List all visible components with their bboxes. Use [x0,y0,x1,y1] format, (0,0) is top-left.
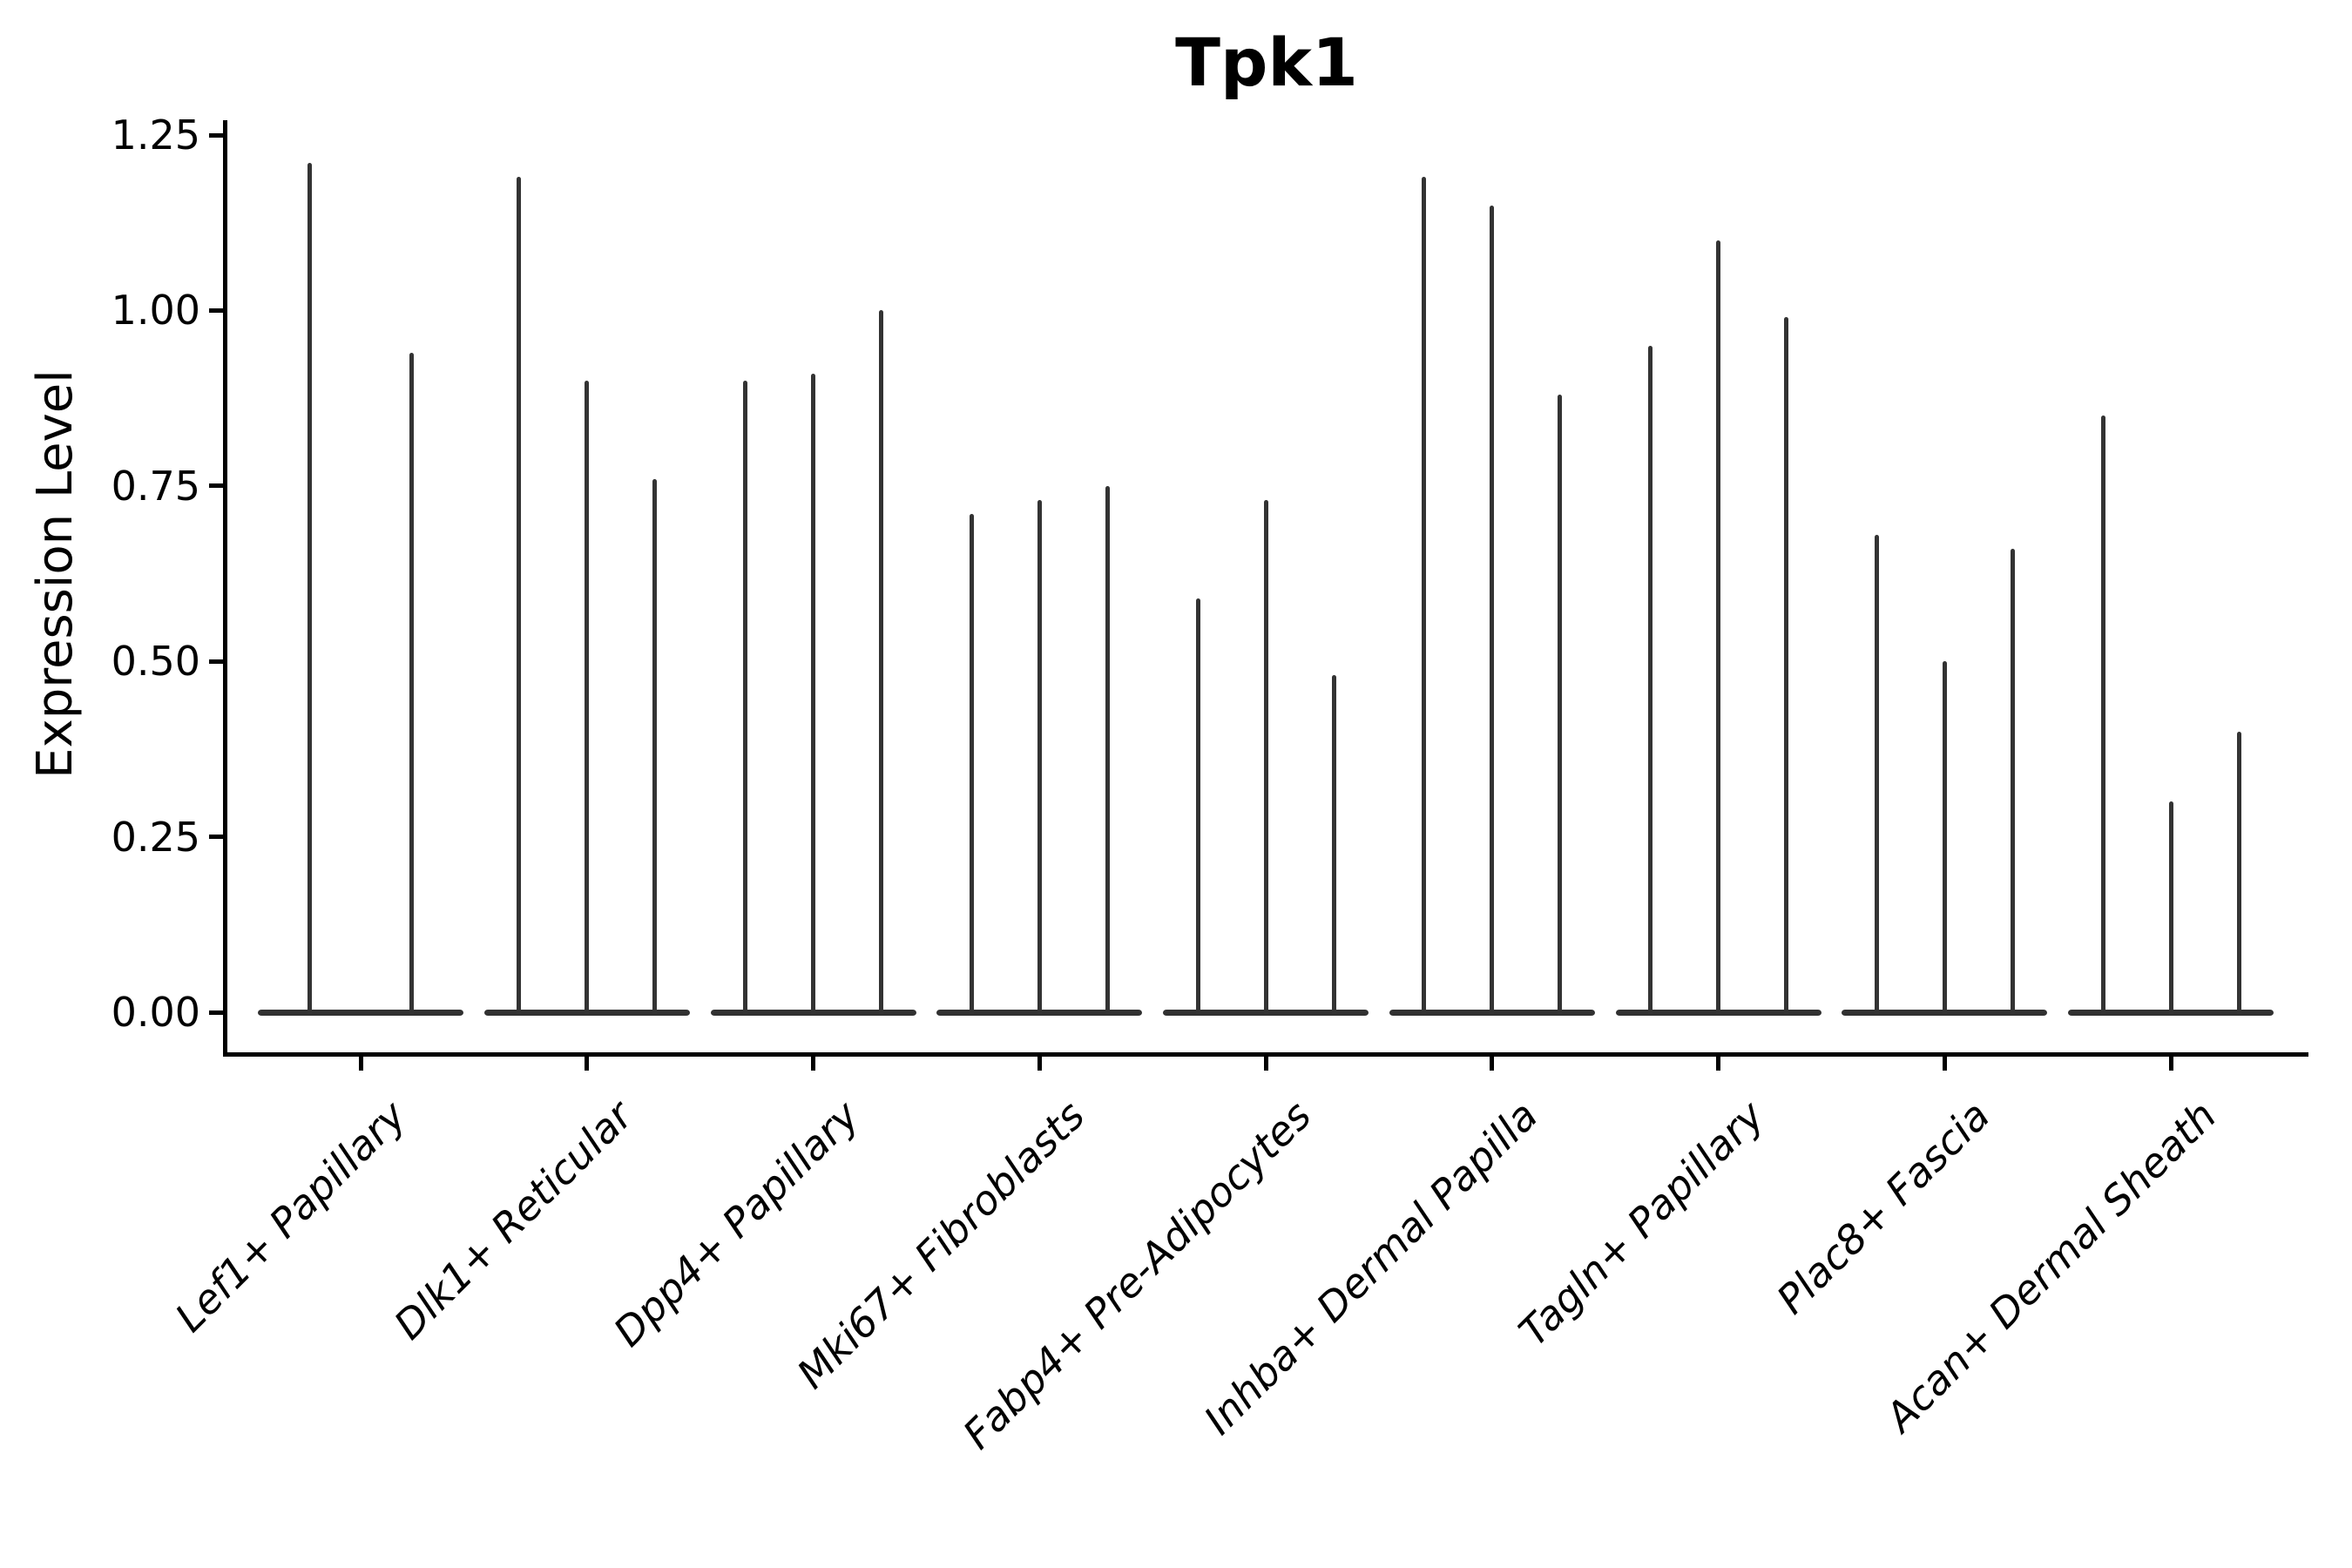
violin-spike [1263,499,1268,1014]
violin-spike [743,380,747,1014]
violin-spike [2010,549,2015,1014]
x-tick [1037,1056,1042,1071]
x-tick [811,1056,815,1071]
x-tick [1263,1056,1268,1071]
violin-spike [2236,731,2241,1014]
x-tick-label: Fabp4+ Pre-Adipocytes [954,1092,1321,1458]
violin-spike [1037,499,1042,1014]
x-axis-line [222,1051,2308,1057]
x-tick [585,1056,590,1071]
violin-spike [517,177,522,1014]
y-tick-label: 1.25 [111,112,200,159]
violin-spike [969,514,974,1014]
x-tick-label: Mki67+ Fibroblasts [787,1092,1094,1398]
y-tick [208,483,223,489]
chart-title: Tpk1 [1175,24,1358,101]
violin-spike [1195,598,1200,1014]
violin-spike [585,380,590,1014]
violin-spike [2168,801,2173,1014]
violin-spike [1942,661,1947,1014]
y-tick [208,1010,223,1015]
x-tick-label: Lef1+ Papillary [166,1092,416,1342]
violin-spike [1331,675,1336,1014]
violin-spike [811,373,815,1014]
x-tick-label: Dlk1+ Reticular [384,1092,642,1348]
violin-spike [2100,416,2105,1014]
violin-spike [652,478,658,1014]
x-tick-label: Tagln+ Papillary [1509,1092,1773,1355]
x-tick [1490,1056,1495,1071]
violin-spike [1105,485,1110,1014]
violin-spike [1490,205,1495,1014]
x-tick-label: Inhba+ Dermal Papilla [1194,1092,1547,1444]
violin-base [258,1009,463,1016]
x-tick-label: Dpp4+ Papillary [604,1092,868,1355]
y-tick [208,132,223,138]
violin-spike [879,310,883,1014]
y-tick-label: 0.75 [111,462,200,510]
y-tick-label: 1.00 [111,287,200,335]
violin-spike [1558,395,1563,1014]
x-tick [1716,1056,1720,1071]
y-tick [208,835,223,840]
x-tick-label: Plac8+ Fascia [1767,1092,1999,1323]
violin-spike [1422,177,1427,1014]
x-tick [1942,1056,1947,1071]
violin-spike [409,352,414,1014]
violin-spike [1784,317,1788,1014]
violin-spike [308,163,312,1014]
y-tick-label: 0.00 [111,989,200,1036]
x-tick [2168,1056,2173,1071]
y-tick-label: 0.50 [111,638,200,686]
violin-spike [1874,535,1879,1014]
violin-spike [1716,240,1720,1014]
y-tick-label: 0.25 [111,813,200,861]
y-tick [208,308,223,313]
x-tick [358,1056,363,1071]
x-tick-label: Acan+ Dermal Sheath [1876,1092,2226,1441]
y-axis-line [222,120,227,1057]
y-tick [208,659,223,664]
violin-spike [1648,345,1652,1014]
